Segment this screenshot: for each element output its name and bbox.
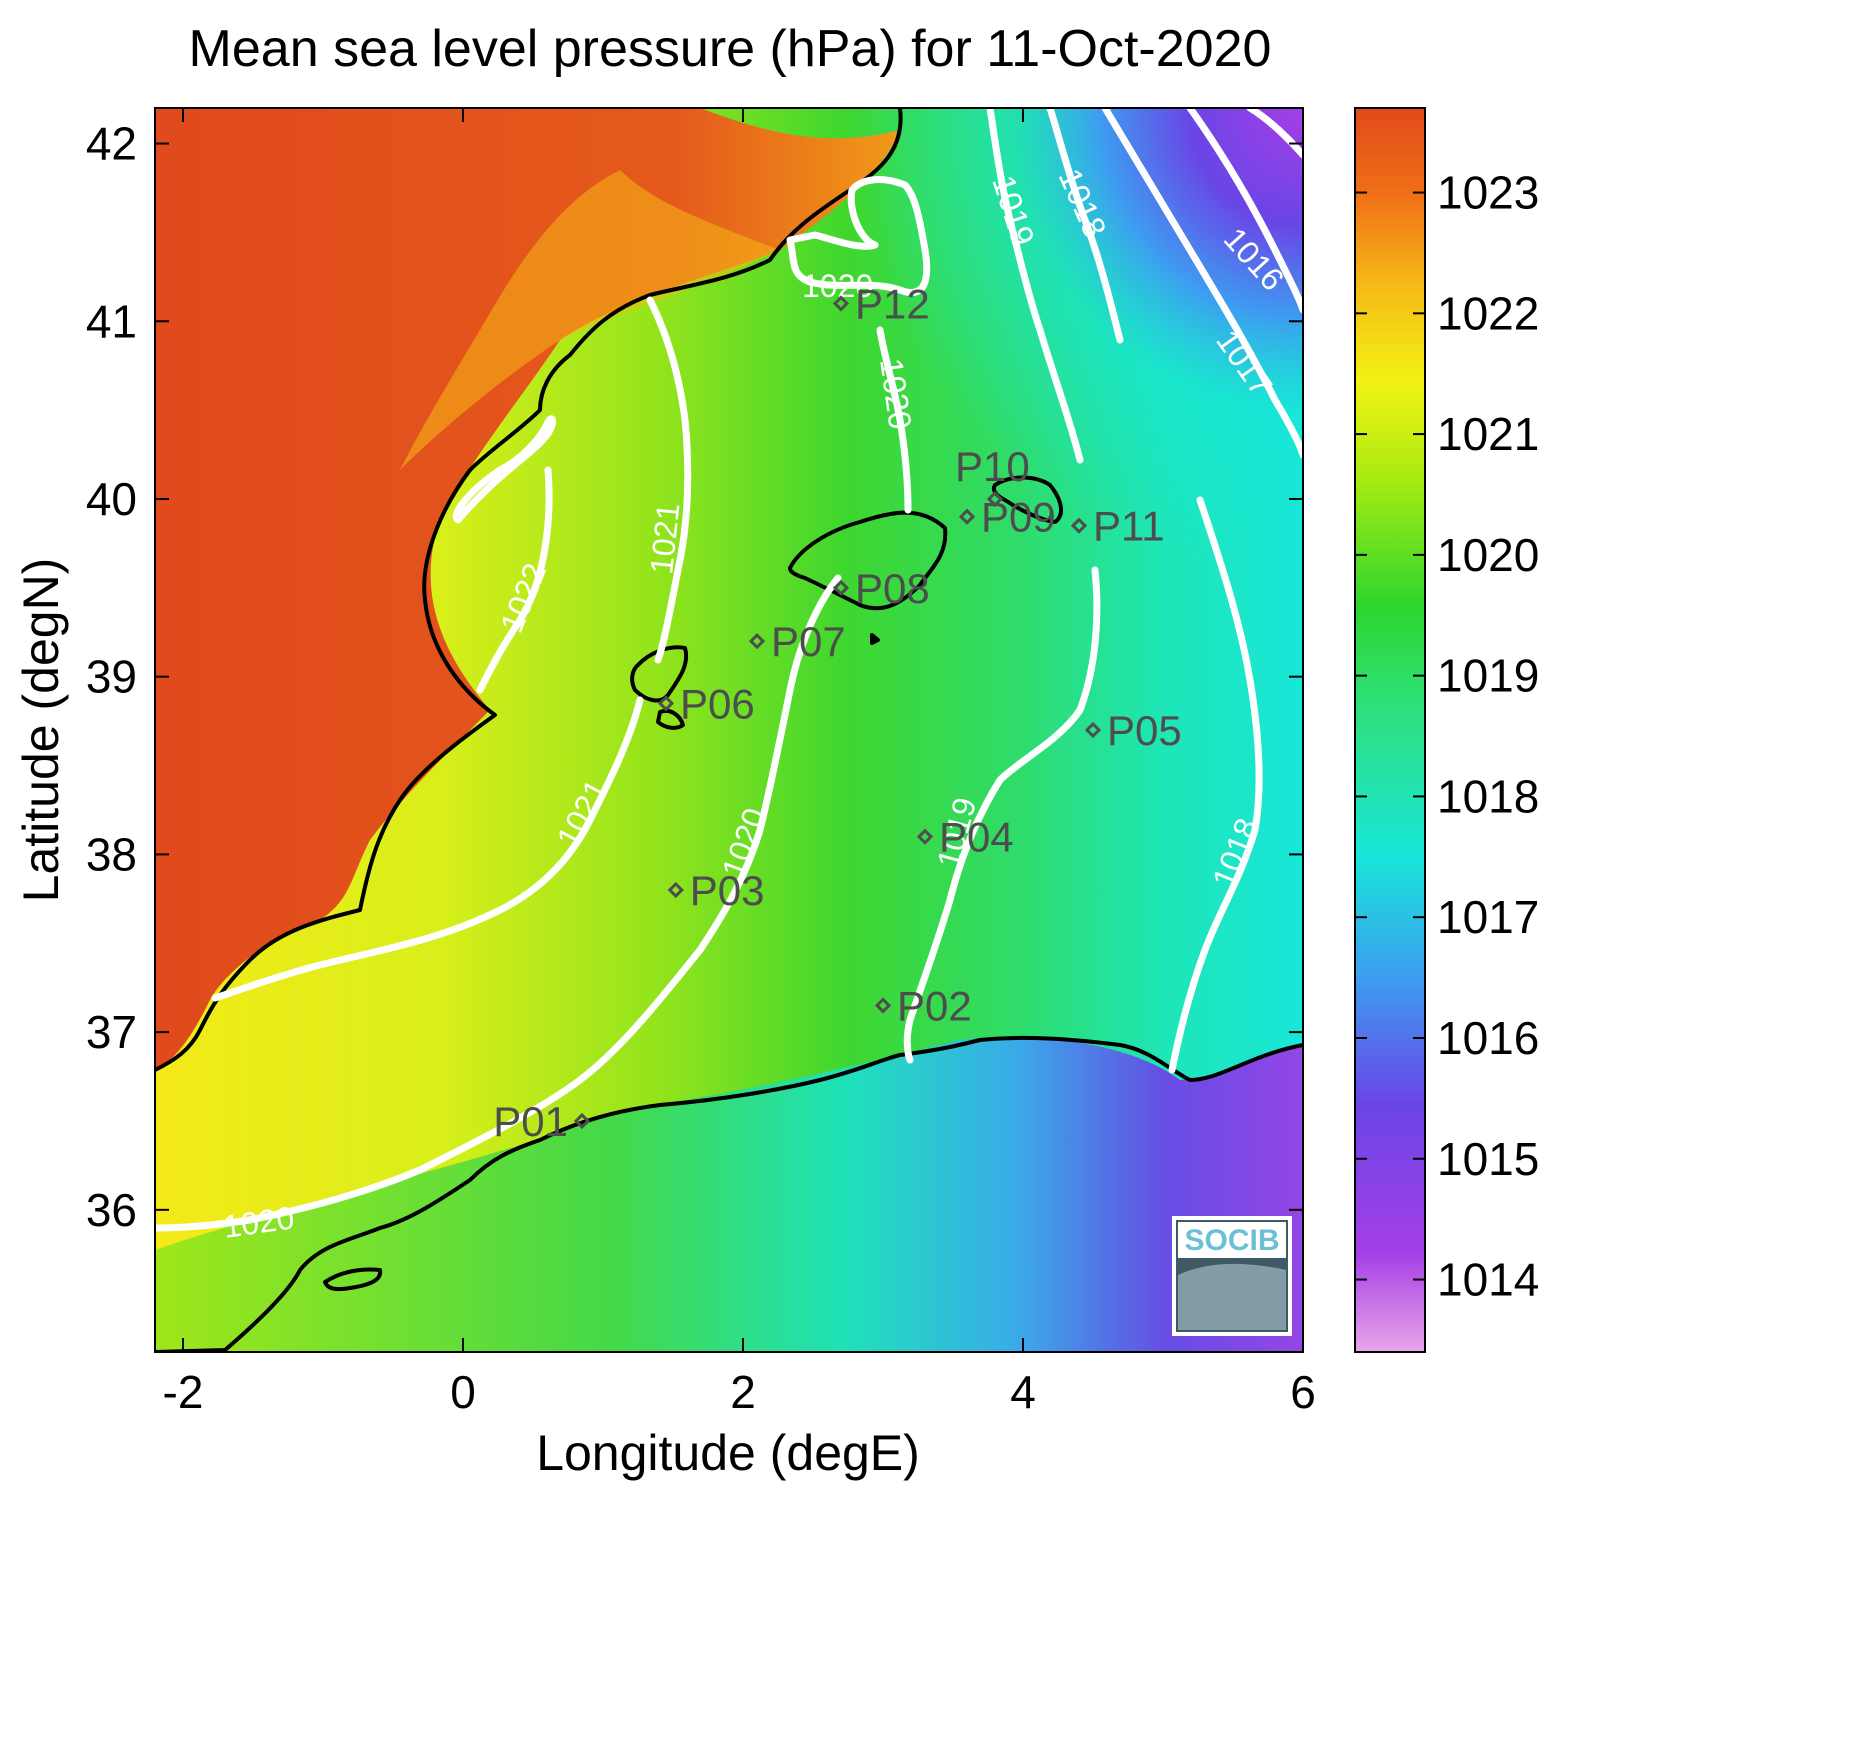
contour-1020-mid [876,326,912,514]
colorbar-tick-label: 1019 [1437,650,1539,702]
plot-frame [154,107,1304,1353]
colorbar-tick-label: 1020 [1437,529,1539,581]
socib-logo-text: SOCIB [1184,1224,1279,1257]
x-tick-label: 0 [450,1366,476,1418]
contour-1021-south [211,696,644,1002]
colorbar-tick-label: 1016 [1437,1012,1539,1064]
station-marker [573,1112,591,1130]
station-marker [832,295,850,312]
station-marker [748,633,766,650]
colorbar-tick-label: 1015 [1437,1133,1539,1185]
y-tick-label: 39 [86,651,137,703]
colorbar-tick-label: 1014 [1437,1254,1539,1306]
iberia-coastline [155,108,903,1072]
station-label: P06 [680,680,755,727]
y-tick-label: 38 [86,828,137,880]
station-label: P12 [855,280,930,327]
contour-1017 [1101,108,1303,459]
station-p01: P01 [493,1098,591,1145]
x-tick-label: -2 [163,1366,204,1418]
station-marker [874,997,892,1014]
colorbar-tick-label: 1017 [1437,891,1539,943]
iberia-coastal-strip [400,170,780,470]
station-marker [986,490,1004,508]
contour-1018-south [1168,496,1263,1074]
mallorca-island [788,510,948,611]
colorbar-tick-label: 1022 [1437,287,1539,339]
x-tick-label: 4 [1010,1366,1036,1418]
station-marker [916,828,934,845]
station-p09: P09 [958,494,1056,541]
station-marker [1070,517,1088,534]
station-label: P05 [1107,707,1182,754]
contour-1018-north [1046,108,1124,344]
station-p10: P10 [955,443,1030,508]
station-label: P03 [690,867,765,914]
station-p12: P12 [832,280,930,327]
station-label: P02 [897,982,972,1029]
cabrera-island [870,633,880,645]
contour-1015-corner [1246,108,1303,159]
station-p03: P03 [667,867,765,914]
station-label: P11 [1093,503,1165,550]
station-label: P08 [855,565,930,612]
contour-1019-north [986,108,1084,464]
map-title: Mean sea level pressure (hPa) for 11-Oct… [189,20,1272,78]
station-marker [832,579,850,596]
station-marker [958,508,976,525]
contour-1022 [452,415,557,694]
station-p02: P02 [874,982,972,1029]
x-axis-label: Longitude (degE) [536,1425,920,1481]
station-marker [1084,721,1102,739]
y-tick-label: 36 [86,1184,137,1236]
iberia-land [155,108,900,1070]
colorbar-tick-label: 1018 [1437,770,1539,822]
y-axis-label: Latitude (degN) [13,558,69,903]
colorbar-tick-label: 1023 [1437,167,1539,219]
colorbar-ticks: 1014 1015 1016 1017 1018 1019 1020 1021 1022 1023 [1355,167,1539,1306]
station-marker [657,695,675,712]
y-tick-label: 40 [86,473,137,525]
y-tick-label: 41 [86,295,137,347]
contour-1016 [1186,108,1303,314]
africa-land [155,1037,1303,1352]
x-axis-ticks: -2 0 2 4 6 [163,108,1316,1418]
x-tick-label: 2 [730,1366,756,1418]
station-label: P07 [771,618,846,665]
y-tick-label: 37 [86,1006,137,1058]
station-p08: P08 [832,565,930,612]
small-island-south [323,1267,383,1292]
contour-1020-south [155,574,842,1232]
africa-coastline [155,1035,1303,1352]
station-label: P04 [939,814,1014,861]
y-tick-label: 42 [86,118,137,170]
station-label: P10 [955,443,1030,490]
formentera-island [656,708,685,730]
station-label: P01 [493,1098,568,1145]
y-axis-ticks: 36 37 38 39 40 41 42 [86,118,1303,1236]
station-p04: P04 [916,814,1014,861]
station-marker [667,881,684,899]
socib-logo: SOCIB [1172,1216,1292,1336]
station-p11: P11 [1070,503,1165,550]
station-p05: P05 [1084,707,1182,754]
plot-area: 1022 1021 1021 1020 1020 1020 1020 1019 … [155,108,1303,1352]
contour-1020-north-loop [786,176,931,296]
colorbar-tick-label: 1021 [1437,408,1539,460]
contour-1019-south [903,566,1101,1064]
ibiza-island [630,645,689,703]
contour-label: 1020 [802,268,873,304]
x-tick-label: 6 [1290,1366,1316,1418]
colorbar [1354,107,1426,1353]
contour-1021-north [646,296,692,664]
station-p06: P06 [657,680,755,727]
station-p07: P07 [748,618,846,665]
contour-label: 1021 [643,501,686,576]
